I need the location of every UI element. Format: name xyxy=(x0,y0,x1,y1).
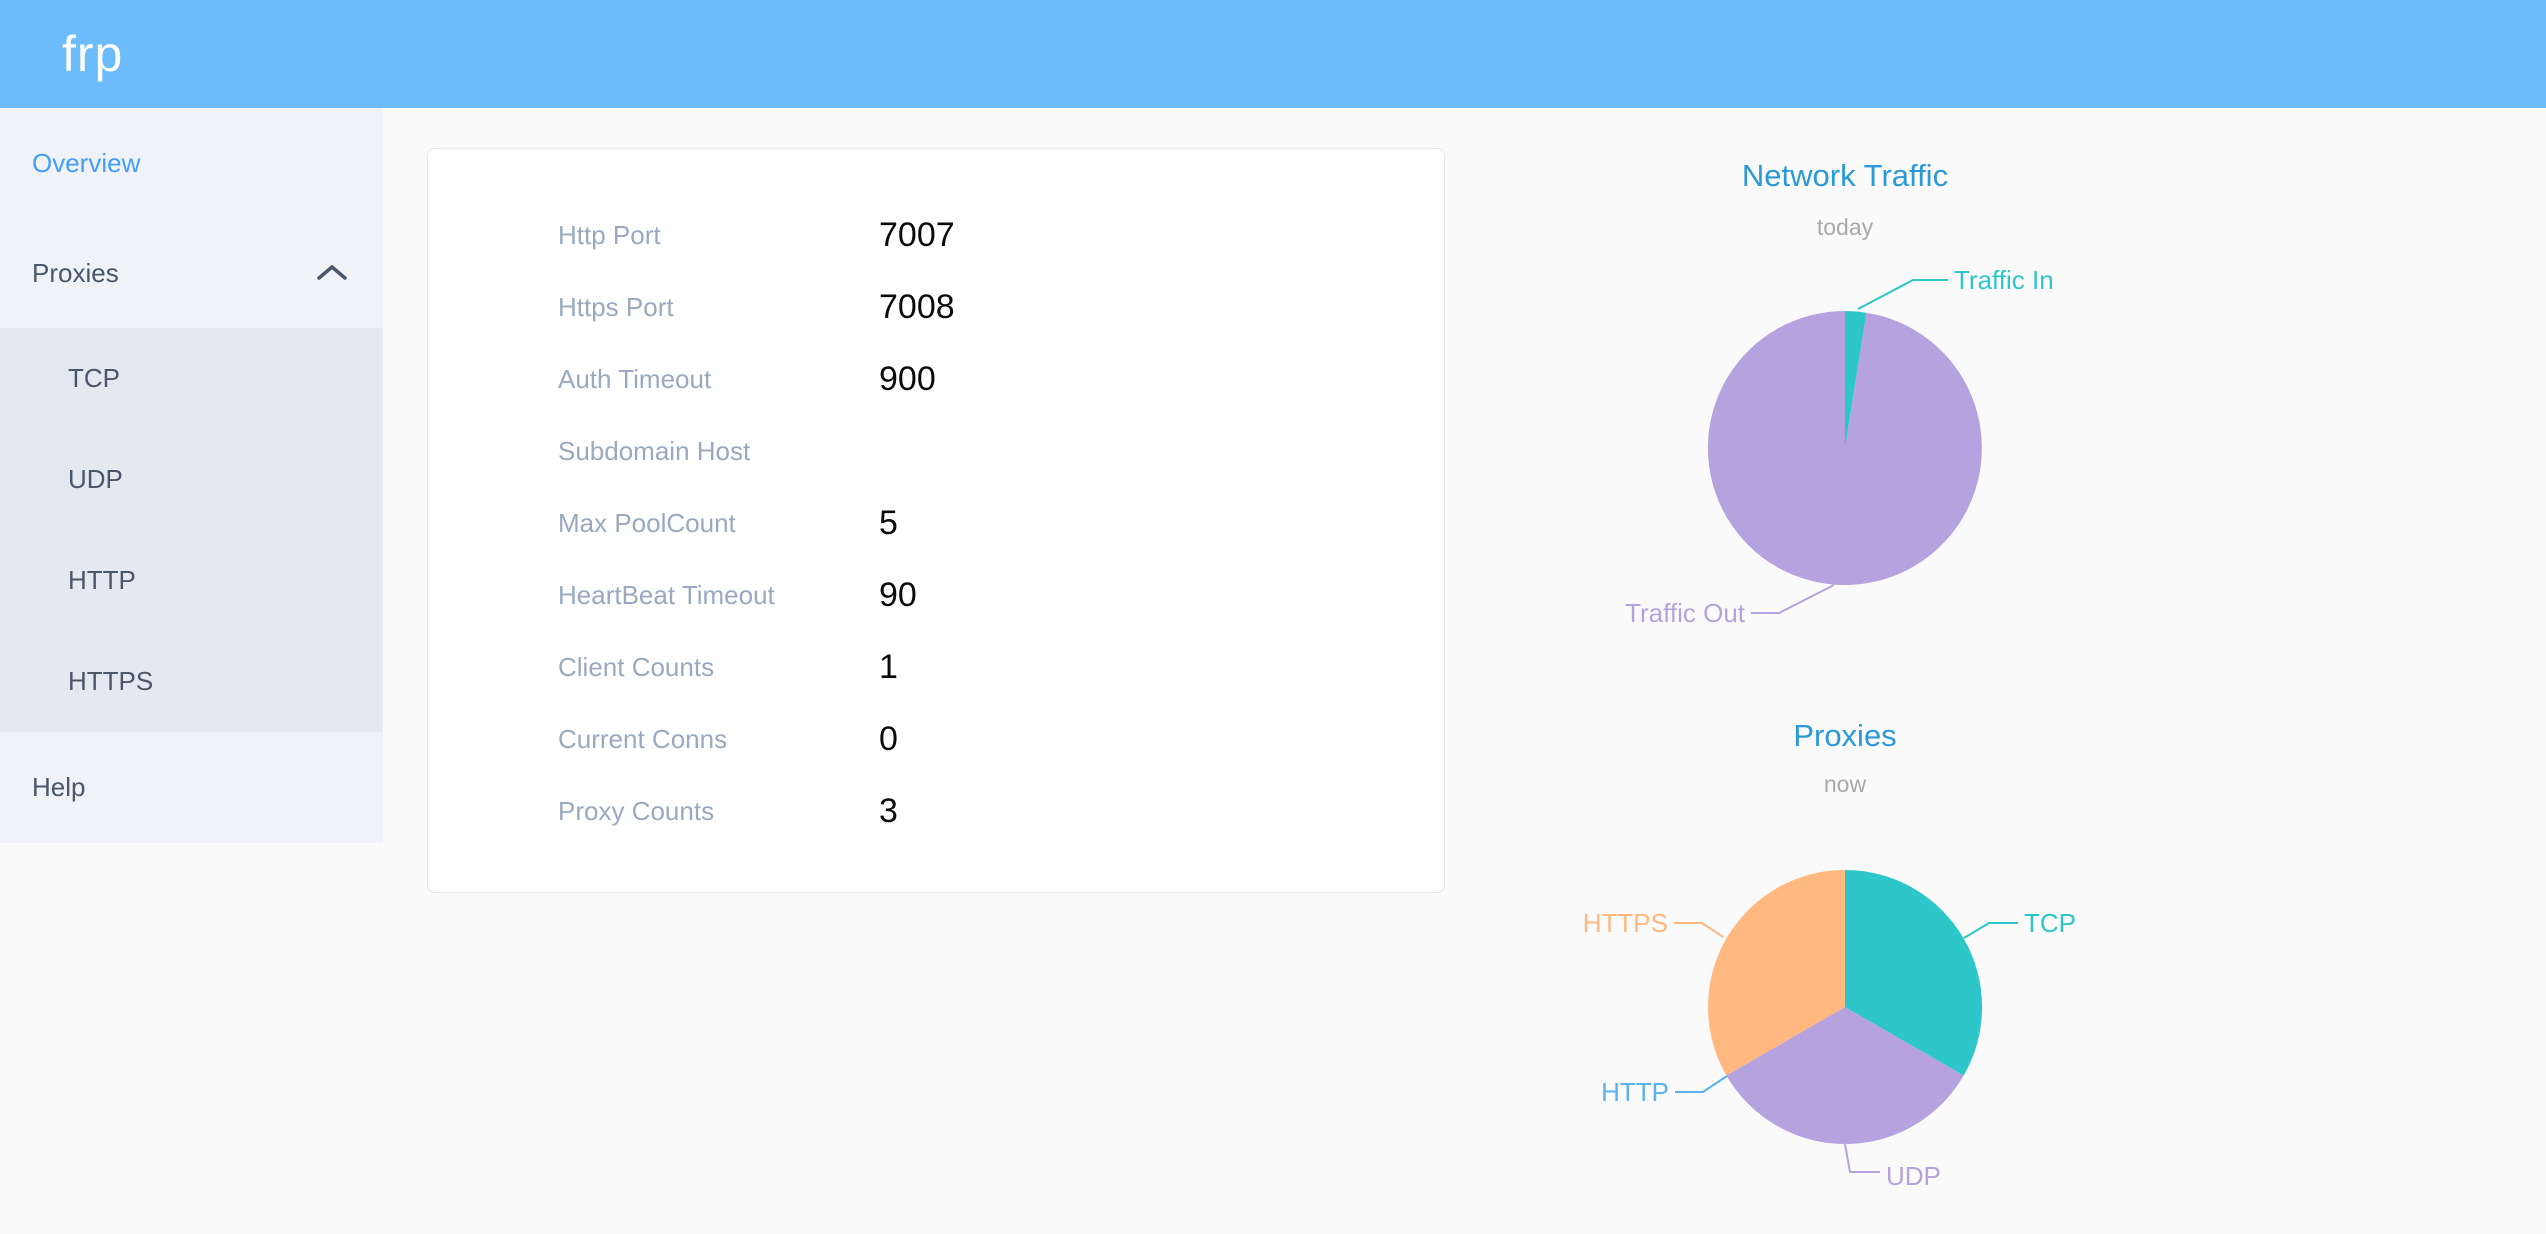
config-row-max-poolcount: Max PoolCount 5 xyxy=(428,487,1444,559)
config-value: 7008 xyxy=(879,287,955,326)
pie-label-tcp: TCP xyxy=(2024,908,2076,938)
sidebar-item-udp[interactable]: UDP xyxy=(0,429,383,530)
sidebar-item-tcp[interactable]: TCP xyxy=(0,328,383,429)
config-row-subdomain-host: Subdomain Host xyxy=(428,415,1444,487)
proxies-subtitle: now xyxy=(1824,771,1867,797)
leader-line-https xyxy=(1674,922,1724,938)
config-label: Client Counts xyxy=(558,651,715,682)
config-label: Current Conns xyxy=(558,723,728,754)
config-label: Http Port xyxy=(558,219,661,250)
sidebar-item-help-label: Help xyxy=(32,772,86,802)
sidebar-item-tcp-label: TCP xyxy=(68,363,120,393)
chevron-up-icon xyxy=(317,265,347,280)
config-value: 90 xyxy=(879,575,917,614)
config-row-https-port: Https Port 7008 xyxy=(428,271,1444,343)
leader-line-udp xyxy=(1844,1143,1880,1173)
config-value: 1 xyxy=(879,647,898,686)
config-row-http-port: Http Port 7007 xyxy=(428,199,1444,271)
pie-slice-udp xyxy=(1726,1007,1964,1145)
config-value: 3 xyxy=(879,791,898,830)
sidebar-item-help[interactable]: Help xyxy=(0,732,383,843)
config-label: HeartBeat Timeout xyxy=(558,579,775,610)
leader-line-http xyxy=(1675,1075,1728,1093)
pie-label-traffic-in: Traffic In xyxy=(1954,265,2054,295)
config-row-auth-timeout: Auth Timeout 900 xyxy=(428,343,1444,415)
pie-slice-traffic-in xyxy=(1845,311,1867,448)
network-traffic-title: Network Traffic xyxy=(1742,158,1948,193)
config-value: 900 xyxy=(879,359,936,398)
config-label: Auth Timeout xyxy=(558,363,712,394)
pie-label-https: HTTPS xyxy=(1583,908,1668,938)
pie-label-udp: UDP xyxy=(1886,1161,1941,1191)
sidebar: Overview Proxies TCP UDP HTTP HTTPS Help xyxy=(0,108,383,843)
sidebar-item-https-label: HTTPS xyxy=(68,666,154,696)
sidebar-item-http[interactable]: HTTP xyxy=(0,530,383,631)
pie-label-http: HTTP xyxy=(1601,1077,1669,1107)
network-traffic-subtitle: today xyxy=(1817,214,1874,240)
config-row-client-counts: Client Counts 1 xyxy=(428,631,1444,703)
sidebar-item-http-label: HTTP xyxy=(68,565,136,595)
pie-label-traffic-out: Traffic Out xyxy=(1625,598,1746,628)
server-config-card: Http Port 7007 Https Port 7008 Auth Time… xyxy=(427,148,1445,893)
config-label: Max PoolCount xyxy=(558,507,736,538)
sidebar-item-udp-label: UDP xyxy=(68,464,123,494)
leader-line-traffic-in xyxy=(1857,279,1948,310)
config-value: 0 xyxy=(879,719,898,758)
config-row-heartbeat-timeout: HeartBeat Timeout 90 xyxy=(428,559,1444,631)
config-value: 5 xyxy=(879,503,898,542)
config-label: Proxy Counts xyxy=(558,795,715,826)
config-label: Subdomain Host xyxy=(558,435,751,466)
leader-line-tcp xyxy=(1963,922,2018,939)
config-label: Https Port xyxy=(558,291,674,322)
sidebar-item-overview[interactable]: Overview xyxy=(0,108,383,218)
proxies-submenu: TCP UDP HTTP HTTPS xyxy=(0,328,383,732)
sidebar-item-proxies[interactable]: Proxies xyxy=(0,218,383,328)
app-header: frp xyxy=(0,0,2546,108)
proxies-chart: Proxies now TCP HTTPS HTTP UDP xyxy=(1583,718,2076,1191)
config-row-proxy-counts: Proxy Counts 3 xyxy=(428,775,1444,847)
pie-slice-traffic-out xyxy=(1707,310,1982,585)
pie-slice-https xyxy=(1708,870,1845,1076)
leader-line-traffic-out xyxy=(1751,584,1835,614)
app-logo: frp xyxy=(62,26,124,82)
config-value: 7007 xyxy=(879,215,955,254)
config-row-current-conns: Current Conns 0 xyxy=(428,703,1444,775)
sidebar-item-https[interactable]: HTTPS xyxy=(0,631,383,732)
pie-slice-tcp xyxy=(1845,870,1983,1076)
network-traffic-chart: Network Traffic today Traffic In Traffic… xyxy=(1625,158,2054,628)
sidebar-item-proxies-label: Proxies xyxy=(32,258,119,288)
proxies-title: Proxies xyxy=(1793,718,1896,753)
sidebar-item-overview-label: Overview xyxy=(32,148,141,178)
